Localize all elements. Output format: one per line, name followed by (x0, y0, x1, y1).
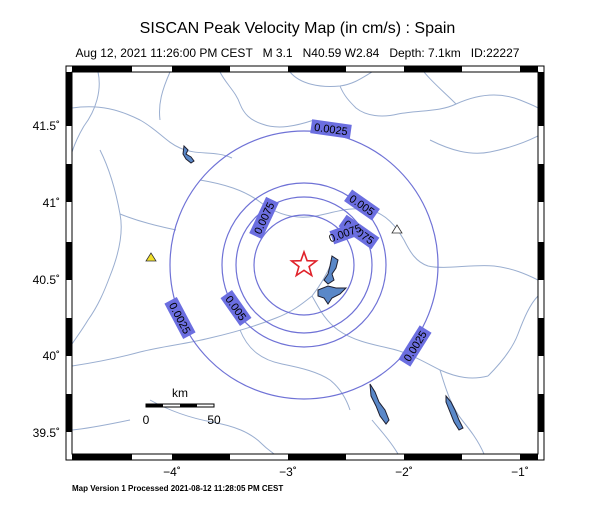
station-white-triangle (391, 224, 403, 234)
scale-bar-label-50: 50 (207, 413, 221, 427)
lon-tick-label: −2˚ (395, 465, 413, 479)
river (149, 399, 275, 454)
epicenter-star-icon (289, 249, 319, 278)
lake (182, 144, 195, 164)
river (219, 72, 315, 128)
map-frame (65, 65, 545, 461)
river (72, 72, 100, 153)
river (423, 72, 457, 105)
svg-text:0.0025: 0.0025 (313, 122, 348, 139)
latitude-axis: 41.5˚ 41˚ 40.5˚ 40˚ 39.5˚ (33, 119, 60, 440)
lakes-layer (182, 144, 464, 431)
river (311, 295, 489, 379)
river (72, 149, 122, 345)
lake (317, 285, 348, 305)
event-location: N40.59 W2.84 (302, 46, 380, 60)
map-subtitle: Aug 12, 2021 11:26:00 PM CEST M 3.1 N40.… (0, 46, 595, 60)
river (371, 419, 399, 454)
lat-tick-label: 39.5˚ (33, 426, 60, 440)
lat-tick-label: 40.5˚ (33, 273, 60, 287)
contour-label: 0.0025 (310, 119, 352, 139)
scale-bar-label-0: 0 (143, 413, 150, 427)
contour-0.005 (221, 182, 387, 348)
lat-tick-label: 40˚ (43, 349, 60, 363)
contour-0.0075-inner (253, 214, 355, 316)
river (487, 295, 538, 377)
river (72, 106, 233, 159)
contours-layer (169, 130, 439, 400)
river (119, 213, 177, 231)
contour-0.0025 (169, 130, 439, 400)
river (72, 419, 131, 431)
river (439, 369, 485, 454)
event-magnitude: M 3.1 (262, 46, 293, 60)
lake (369, 383, 390, 425)
river (429, 135, 538, 154)
lon-tick-label: −4˚ (163, 465, 181, 479)
lat-tick-label: 41.5˚ (33, 119, 60, 133)
event-id: ID:22227 (470, 46, 520, 60)
lon-tick-label: −3˚ (279, 465, 297, 479)
lake (323, 255, 339, 285)
scale-bar: km 0 50 (143, 386, 221, 427)
event-datetime: Aug 12, 2021 11:26:00 PM CEST (75, 46, 253, 60)
map-area (72, 72, 538, 454)
river (339, 85, 538, 117)
longitude-axis: −4˚ −3˚ −2˚ −1˚ (163, 465, 529, 479)
map-title: SISCAN Peak Velocity Map (in cm/s) : Spa… (139, 20, 456, 37)
scale-bar-unit: km (172, 386, 188, 400)
contour-0.0075-outer (235, 196, 373, 334)
event-depth: Depth: 7.1km (389, 46, 461, 60)
lat-tick-label: 41˚ (43, 196, 60, 210)
lon-tick-label: −1˚ (511, 465, 529, 479)
processing-footer: Map Version 1 Processed 2021-08-12 11:28… (72, 484, 284, 493)
river (199, 179, 538, 281)
rivers-layer (72, 72, 538, 454)
lake (445, 394, 464, 431)
river (159, 72, 171, 121)
station-yellow-triangle (145, 252, 157, 262)
river (72, 295, 313, 367)
